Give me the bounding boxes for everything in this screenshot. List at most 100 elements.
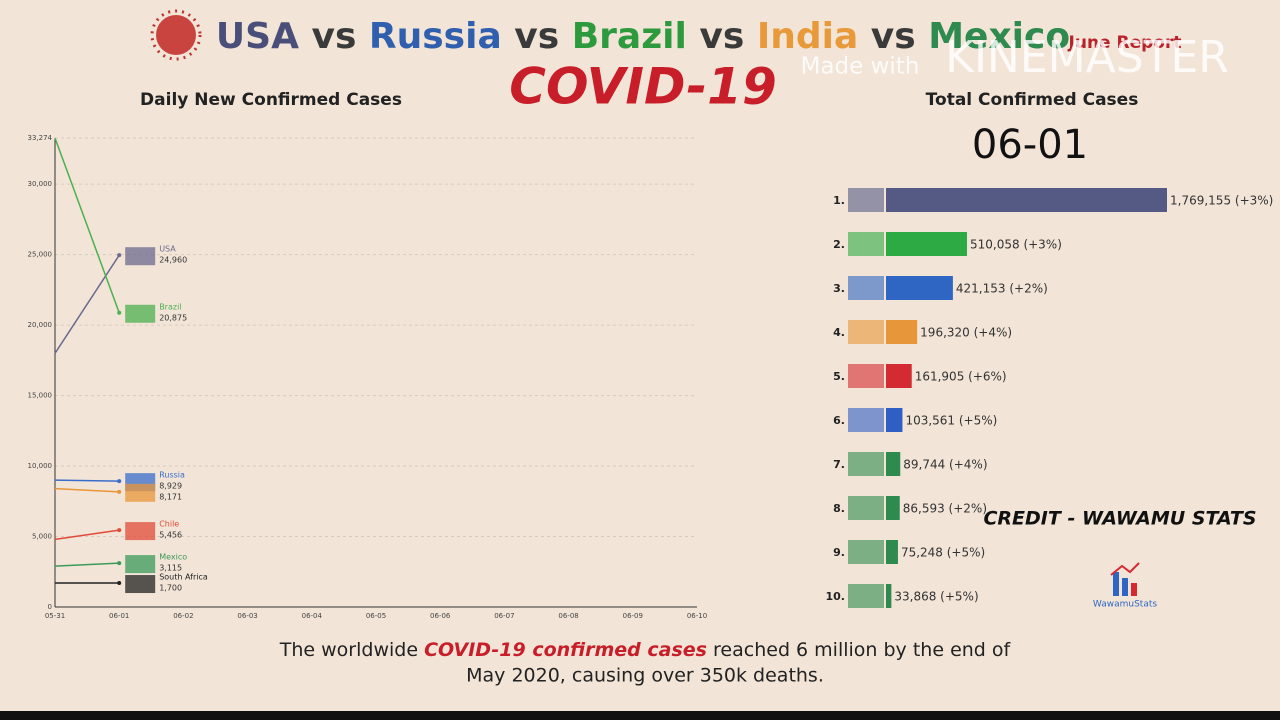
series-line — [54, 137, 120, 314]
x-tick-label: 06-01 — [109, 612, 129, 620]
x-tick-label: 06-05 — [366, 612, 386, 620]
series-name: South Africa — [159, 573, 208, 582]
footer-part: The worldwide — [279, 639, 424, 661]
series-point — [117, 310, 122, 315]
x-tick-label: 06-04 — [302, 612, 323, 620]
series-line — [54, 487, 120, 493]
y-tick-label: 5,000 — [32, 533, 52, 541]
flag-icon — [125, 247, 156, 266]
watermark-prefix: Made with — [801, 54, 920, 80]
bar — [886, 320, 918, 344]
title-part: vs — [502, 16, 572, 57]
bar — [886, 496, 900, 520]
virus-icon — [150, 9, 202, 61]
flag-icon — [125, 483, 156, 502]
chart-subtitle: 06-01 — [972, 122, 1088, 168]
title-part: USA — [216, 16, 299, 57]
x-tick-label: 05-31 — [45, 612, 65, 620]
y-tick-label: 33,274 — [28, 134, 53, 142]
y-tick-label: 10,000 — [28, 462, 53, 470]
footer-line: The worldwide COVID-19 confirmed cases r… — [279, 639, 1012, 661]
series-name: Russia — [159, 471, 185, 480]
footer-part: reached 6 million by the end of — [707, 639, 1012, 661]
x-tick-label: 06-10 — [687, 612, 707, 620]
title-part: vs — [858, 16, 928, 57]
watermark: KINEMASTER — [945, 32, 1229, 83]
value-label: 103,561 (+5%) — [905, 414, 997, 428]
logo-text: WawamuStats — [1093, 600, 1157, 610]
series-line — [54, 479, 120, 482]
y-tick-label: 15,000 — [28, 392, 53, 400]
series-name: Brazil — [159, 302, 181, 311]
rank-label: 3. — [833, 282, 845, 295]
flag-icon — [848, 276, 884, 300]
bar — [886, 188, 1167, 212]
value-label: 86,593 (+2%) — [903, 502, 987, 516]
credit: CREDIT - WAWAMU STATS — [983, 508, 1256, 530]
series-point — [117, 489, 122, 494]
footer-part: COVID-19 confirmed cases — [424, 639, 707, 661]
rank-label: 10. — [826, 590, 846, 603]
bar — [886, 232, 968, 256]
rank-label: 5. — [833, 370, 845, 383]
y-tick-label: 25,000 — [28, 251, 53, 259]
data-label: 20,875 — [159, 313, 187, 322]
flag-icon — [125, 304, 156, 323]
rank-label: 1. — [833, 194, 845, 207]
flag-icon — [848, 496, 884, 520]
flag-icon — [848, 540, 884, 564]
flag-icon — [125, 522, 156, 541]
bar — [886, 364, 912, 388]
flag-icon — [848, 452, 884, 476]
value-label: 75,248 (+5%) — [901, 546, 985, 560]
value-label: 33,868 (+5%) — [894, 590, 978, 604]
data-label: 5,456 — [159, 531, 182, 540]
flag-icon — [848, 584, 884, 608]
flag-icon — [848, 320, 884, 344]
series-point — [117, 581, 122, 586]
flag-icon — [848, 188, 884, 212]
series-line — [54, 254, 120, 354]
y-tick-label: 0 — [48, 603, 52, 611]
value-label: 1,769,155 (+3%) — [1170, 194, 1273, 208]
title-part: vs — [299, 16, 369, 57]
series-name: Mexico — [159, 553, 187, 562]
rank-label: 8. — [833, 502, 845, 515]
bar — [886, 584, 892, 608]
value-label: 89,744 (+4%) — [903, 458, 987, 472]
x-tick-label: 06-08 — [558, 612, 578, 620]
report-label: June Report — [1068, 33, 1182, 53]
series-name: USA — [159, 245, 176, 254]
flag-icon — [125, 575, 156, 594]
bar — [886, 452, 901, 476]
rank-label: 4. — [833, 326, 845, 339]
main-title: USA vs Russia vs Brazil vs India vs Mexi… — [216, 16, 1070, 57]
bar — [886, 540, 898, 564]
headline: COVID-19 — [509, 58, 776, 116]
chart-title: Total Confirmed Cases — [926, 90, 1139, 110]
value-label: 161,905 (+6%) — [915, 370, 1007, 384]
series-line — [54, 562, 120, 567]
x-tick-label: 06-02 — [173, 612, 193, 620]
data-label: 3,115 — [159, 564, 182, 573]
video-border — [0, 711, 1280, 720]
value-label: 510,058 (+3%) — [970, 238, 1062, 252]
x-tick-label: 06-03 — [237, 612, 257, 620]
x-tick-label: 06-06 — [430, 612, 451, 620]
rank-label: 7. — [833, 458, 845, 471]
value-label: 421,153 (+2%) — [956, 282, 1048, 296]
bar — [886, 408, 903, 432]
y-tick-label: 20,000 — [28, 321, 53, 329]
series-point — [117, 479, 122, 484]
data-label: 8,171 — [159, 492, 182, 501]
series-point — [117, 561, 122, 566]
value-label: 196,320 (+4%) — [920, 326, 1012, 340]
series-point — [117, 253, 122, 258]
data-label: 8,929 — [159, 482, 182, 491]
title-part: Russia — [369, 16, 502, 57]
x-tick-label: 06-09 — [623, 612, 643, 620]
rank-label: 9. — [833, 546, 845, 559]
flag-icon — [125, 555, 156, 574]
title-part: Mexico — [928, 16, 1070, 57]
flag-icon — [848, 364, 884, 388]
